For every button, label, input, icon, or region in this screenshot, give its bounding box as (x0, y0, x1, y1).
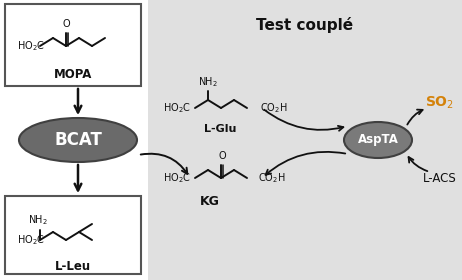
Text: L-Leu: L-Leu (55, 260, 91, 274)
Ellipse shape (19, 118, 137, 162)
Text: AspTA: AspTA (358, 134, 398, 146)
Text: CO$_2$H: CO$_2$H (258, 171, 286, 185)
Text: HO$_2$C: HO$_2$C (17, 39, 45, 53)
Text: O: O (62, 19, 70, 29)
Text: L-Glu: L-Glu (204, 124, 236, 134)
Text: NH$_2$: NH$_2$ (28, 213, 48, 227)
Text: KG: KG (200, 195, 220, 208)
Text: HO$_2$C: HO$_2$C (17, 233, 45, 247)
Text: HO$_2$C: HO$_2$C (163, 101, 191, 115)
Text: NH$_2$: NH$_2$ (198, 75, 218, 89)
Ellipse shape (344, 122, 412, 158)
Bar (148, 0, 462, 280)
Text: O: O (218, 151, 226, 161)
Bar (5, 4, 141, 86)
Text: L-ACS: L-ACS (423, 171, 457, 185)
Text: SO$_2$: SO$_2$ (426, 95, 455, 111)
Text: CO$_2$H: CO$_2$H (260, 101, 288, 115)
Text: Test couplé: Test couplé (256, 17, 353, 33)
Text: HO$_2$C: HO$_2$C (163, 171, 191, 185)
Bar (5, 196, 141, 274)
Text: MOPA: MOPA (54, 69, 92, 81)
Text: BCAT: BCAT (54, 131, 102, 149)
